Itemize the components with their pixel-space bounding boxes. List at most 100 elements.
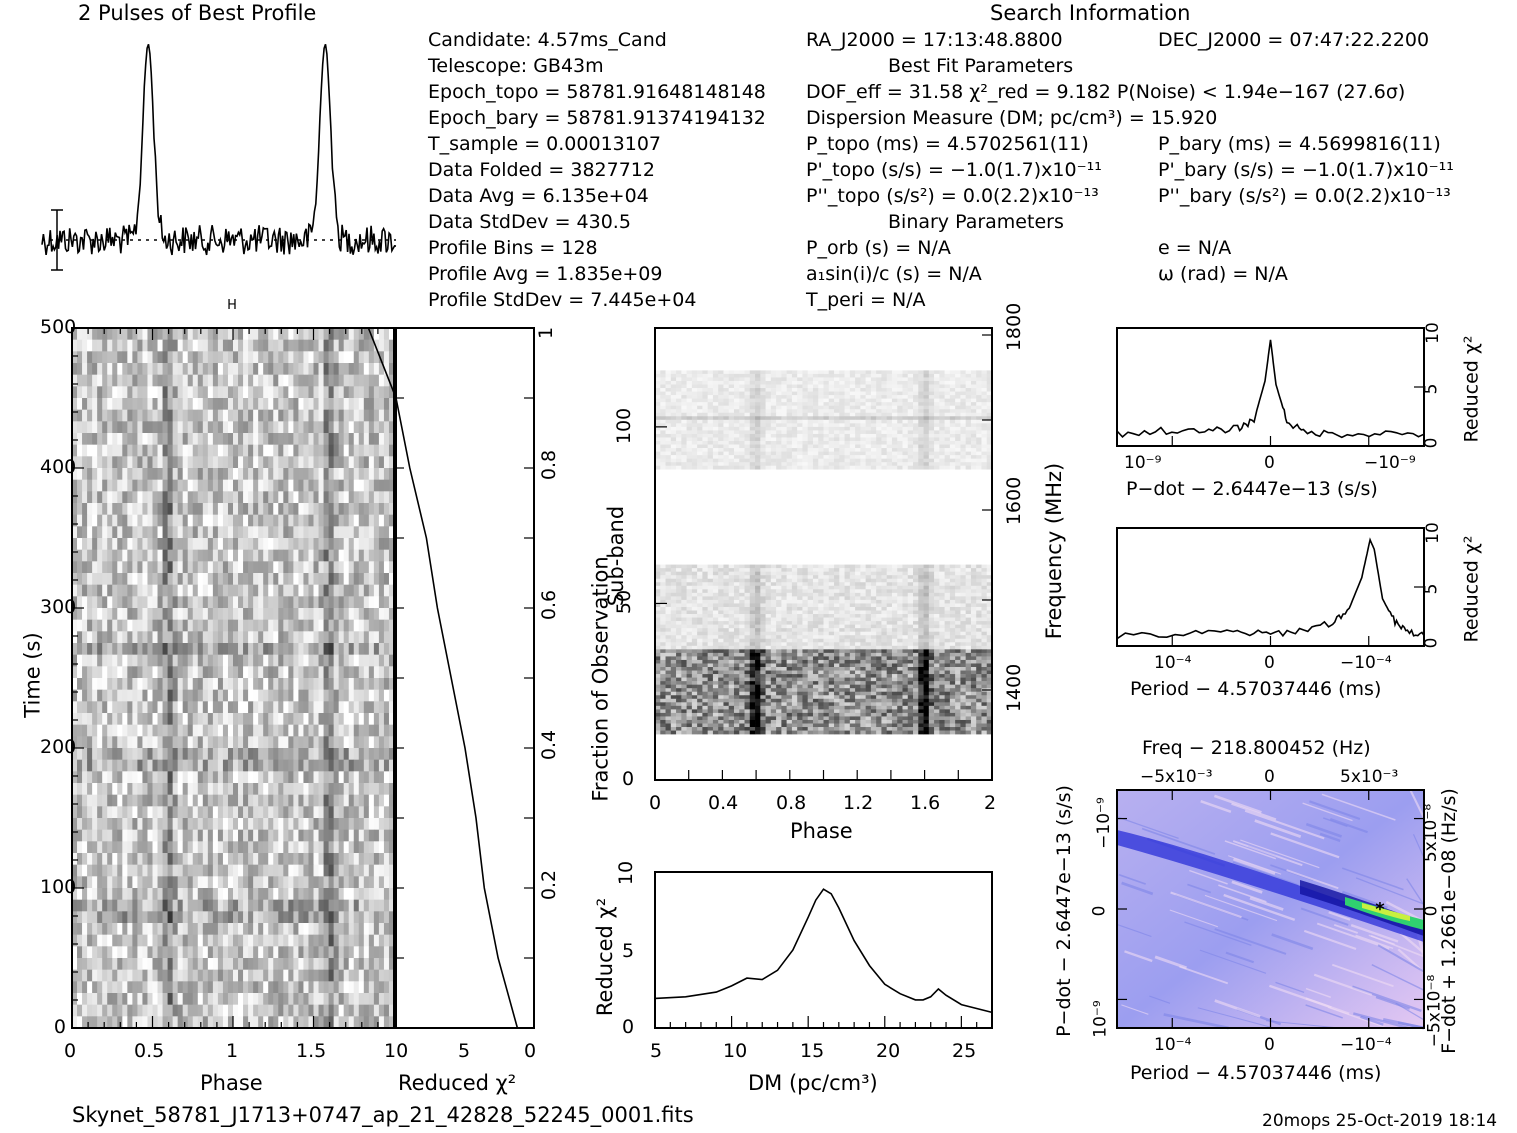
sb-cell	[802, 402, 809, 406]
sb-cell	[744, 373, 751, 378]
sb-cell	[786, 398, 793, 403]
tp-cell	[112, 596, 118, 609]
sb-cell	[949, 373, 956, 378]
tp-cell	[243, 444, 249, 457]
sb-cell	[960, 384, 966, 389]
tp-cell	[293, 363, 299, 376]
tp-cell	[212, 491, 219, 504]
tp-cell	[87, 888, 93, 901]
tp-cell	[388, 864, 395, 877]
tp-cell	[338, 771, 345, 784]
tp-cell	[197, 783, 204, 796]
tp-cell	[202, 689, 209, 702]
tp-cell	[142, 491, 148, 504]
tp-cell	[162, 421, 168, 434]
sb-cell	[755, 395, 761, 399]
tp-cell	[92, 759, 98, 772]
tp-cell	[182, 876, 189, 889]
sb-cell	[812, 405, 819, 410]
tp-cell	[117, 409, 123, 422]
tp-cell	[162, 666, 168, 679]
sb-cell	[981, 409, 988, 414]
sb-cell	[976, 416, 982, 421]
tp-cell	[253, 573, 259, 586]
tp-cell	[77, 584, 83, 597]
sb-cell	[786, 388, 793, 392]
sb-cell	[686, 395, 693, 399]
tp-cell	[107, 724, 113, 737]
tp-cell	[72, 351, 78, 364]
tp-cell	[172, 923, 179, 936]
tp-cell	[227, 363, 234, 376]
tp-cell	[167, 713, 174, 726]
tp-cell	[187, 899, 194, 912]
tp-cell	[333, 806, 340, 819]
sb-cell	[839, 419, 845, 424]
tp-cell	[87, 864, 93, 877]
tp-cell	[92, 421, 98, 434]
tp-cell	[117, 724, 123, 737]
tp-cell	[243, 573, 249, 586]
tp-cell	[313, 713, 319, 726]
sb-cell	[749, 373, 756, 378]
tp-cell	[142, 433, 148, 446]
tp-cell	[187, 934, 194, 947]
tp-cell	[167, 923, 174, 936]
sb-cell	[960, 409, 966, 414]
tp-cell	[147, 689, 153, 702]
tp-cell	[207, 876, 214, 889]
tp-cell	[187, 549, 194, 562]
tp-cell	[167, 596, 174, 609]
tp-cell	[87, 946, 93, 959]
tp-cell	[298, 981, 304, 994]
tp-cell	[227, 969, 234, 982]
tp-cell	[137, 923, 143, 936]
tp-cell	[157, 374, 163, 387]
tp-cell	[368, 538, 375, 551]
tp-cell	[107, 1016, 113, 1029]
tp-cell	[72, 736, 78, 749]
sb-cell	[986, 377, 993, 382]
tp-cell	[162, 328, 168, 341]
tp-cell	[117, 981, 123, 994]
tp-cell	[137, 503, 143, 516]
sb-cell	[655, 370, 661, 375]
sb-cell	[760, 398, 766, 403]
tp-cell	[137, 701, 143, 714]
tp-cell	[353, 1004, 360, 1017]
tp-cell	[102, 748, 108, 761]
tp-cell	[147, 491, 153, 504]
tp-cell	[278, 993, 284, 1006]
tp-cell	[328, 631, 335, 644]
tp-cell	[137, 456, 143, 469]
tp-cell	[338, 386, 345, 399]
sb-cell	[744, 416, 751, 421]
tp-cell	[353, 934, 360, 947]
tp-cell	[77, 456, 83, 469]
tp-cell	[368, 993, 375, 1006]
tp-cell	[217, 689, 224, 702]
tp-cell	[338, 794, 345, 807]
sb-cell	[728, 409, 735, 414]
tp-cell	[268, 876, 274, 889]
tp-cell	[308, 433, 314, 446]
tp-cell	[308, 398, 314, 411]
tp-cell	[238, 934, 244, 947]
tp-cell	[147, 468, 153, 481]
tp-cell	[117, 969, 123, 982]
tp-cell	[117, 468, 123, 481]
tp-cell	[107, 969, 113, 982]
sb-cell	[923, 370, 930, 375]
tp-cell	[328, 549, 335, 562]
tp-cell	[233, 409, 239, 422]
tp-cell	[202, 456, 209, 469]
sb-cell	[755, 391, 761, 396]
tp-cell	[97, 654, 103, 667]
tp-cell	[172, 806, 179, 819]
tp-cell	[217, 339, 224, 352]
tp-cell	[132, 643, 138, 656]
tp-cell	[197, 631, 204, 644]
sb-cell	[870, 377, 877, 382]
tp-cell	[167, 876, 174, 889]
tp-cell	[358, 363, 365, 376]
